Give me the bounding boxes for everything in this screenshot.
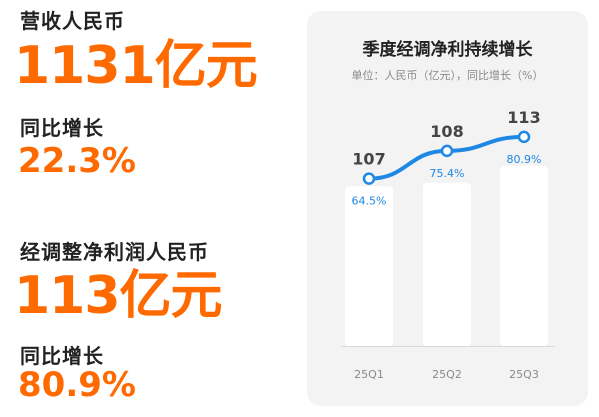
bar-25Q1	[345, 186, 393, 346]
growth-label-25Q3: 80.9%	[507, 153, 542, 166]
bar-value-label-25Q1: 107	[352, 150, 385, 169]
chart-svg: 107 64.5% 25Q1 108 75.4% 25Q2 113 80.9% 25Q3	[341, 108, 555, 381]
chart-subtitle: 单位：人民币（亿元），同比增长（%）	[351, 69, 544, 82]
chart-title: 季度经调净利持续增长	[362, 40, 533, 60]
profit-growth-label: 同比增长	[20, 344, 104, 368]
revenue-growth-label: 同比增长	[20, 116, 104, 140]
category-label-25Q1: 25Q1	[354, 368, 384, 381]
growth-point-25Q1	[362, 172, 376, 185]
growth-label-25Q2: 75.4%	[430, 167, 465, 180]
profit-label: 经调整净利润人民币	[20, 240, 209, 264]
revenue-value: 1131亿元	[14, 36, 258, 96]
bar-value-label-25Q2: 108	[430, 122, 463, 141]
revenue-label: 营收人民币	[20, 9, 125, 33]
growth-label-25Q1: 64.5%	[352, 195, 387, 208]
chart-panel: 季度经调净利持续增长 单位：人民币（亿元），同比增长（%） 107 64.5% 25…	[307, 11, 588, 406]
growth-point-25Q3	[517, 130, 531, 144]
category-label-25Q3: 25Q3	[509, 368, 539, 381]
bar-value-label-25Q3: 113	[507, 108, 540, 127]
category-label-25Q2: 25Q2	[432, 368, 462, 381]
bar-25Q2	[423, 182, 471, 346]
profit-value: 113亿元	[14, 266, 223, 326]
bar-25Q3	[500, 165, 548, 346]
growth-point-25Q2	[440, 144, 454, 158]
profit-growth-value: 80.9%	[18, 365, 136, 405]
revenue-growth-value: 22.3%	[18, 141, 136, 181]
